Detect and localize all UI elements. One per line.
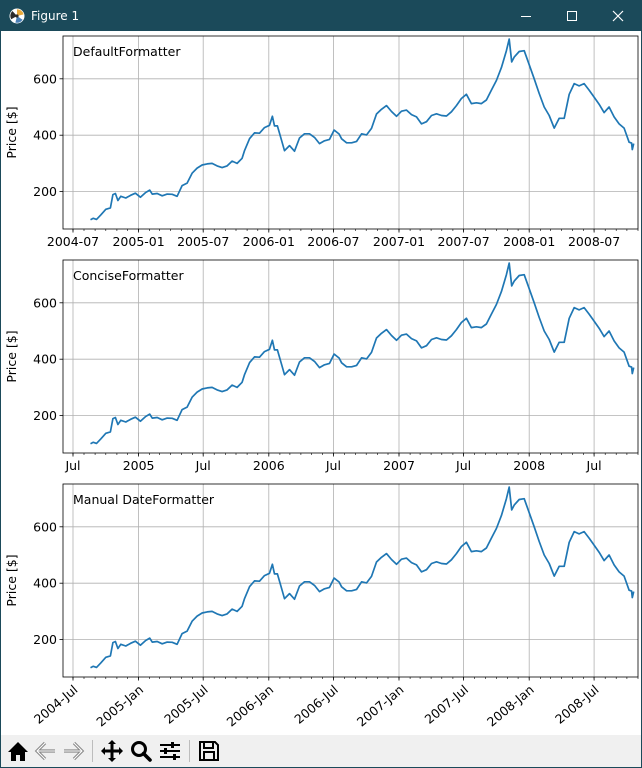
axes-3-x-tick-label: 2005-Jan — [93, 682, 146, 730]
axes-1-x-tick-label: 2008-01 — [503, 234, 555, 249]
axes-2-y-axis-label: Price [$] — [4, 330, 19, 382]
axes-3-x-tick-label: 2007-Jan — [354, 682, 407, 730]
maximize-icon — [567, 11, 577, 21]
close-icon — [612, 10, 624, 22]
axes-2-x-tick-label: 2007 — [383, 458, 415, 473]
axes-1-x-tick-label: 2007-01 — [373, 234, 425, 249]
axes-2-x-tick-label: Jul — [586, 458, 602, 473]
minimize-icon — [521, 16, 531, 17]
home-button[interactable] — [5, 738, 31, 764]
axes-1-x-tick-label: 2006-01 — [243, 234, 295, 249]
axes-2-background — [63, 260, 638, 453]
axes-2-x-tick-label: Jul — [195, 458, 211, 473]
axes-1-frame — [62, 35, 639, 230]
axes-2-x-tick-label: 2005 — [123, 458, 155, 473]
axes-3-y-tick-label: 400 — [33, 576, 57, 591]
toolbar-separator — [189, 740, 190, 762]
forward-button[interactable] — [60, 738, 86, 764]
save-floppy-icon — [199, 741, 219, 761]
minimize-button[interactable] — [503, 1, 549, 31]
pan-move-icon — [101, 740, 123, 762]
axes-3-x-tick-label: 2006-Jan — [224, 682, 277, 730]
axes-3-x-tick-label: 2004-Jul — [31, 682, 81, 727]
zoom-magnifier-icon — [131, 741, 152, 762]
toolbar-separator — [92, 740, 93, 762]
window-title: Figure 1 — [31, 9, 80, 23]
maximize-button[interactable] — [549, 1, 595, 31]
figure-canvas: 2004-07 2005-01 2005-07 2006-01 2006-07 2007-… — [4, 35, 639, 730]
axes-3-x-tick-label: 2005-Jul — [161, 682, 211, 727]
save-button[interactable] — [196, 738, 222, 764]
axes-1-background — [63, 36, 638, 229]
axes-3-y-tick-label: 200 — [33, 632, 57, 647]
axes-1-x-tick-label: 2005-01 — [112, 234, 164, 249]
axes-2-price-line — [90, 262, 635, 445]
axes-2-x-tick-label: 2008 — [513, 458, 545, 473]
axes-2-y-tick-label: 200 — [33, 408, 57, 423]
axes-1-x-tick-label: 2008-07 — [568, 234, 620, 249]
axes-2-x-tick-label: Jul — [64, 458, 80, 473]
configure-subplots-icon — [160, 742, 180, 760]
axes-2-x-tick-label: Jul — [325, 458, 341, 473]
axes-1-annotation: DefaultFormatter — [73, 44, 181, 59]
pan-button[interactable] — [99, 738, 125, 764]
axes-2-y-tick-label: 400 — [33, 352, 57, 367]
axes-3-background — [63, 484, 638, 677]
forward-arrow-icon — [64, 741, 85, 761]
axes-1-x-tick-label: 2005-07 — [177, 234, 229, 249]
axes-2-frame — [62, 259, 639, 454]
back-arrow-icon — [34, 741, 55, 761]
axes-1-price-line — [90, 38, 635, 221]
axes-1-x-tick-label: 2007-07 — [437, 234, 489, 249]
axes-1-y-tick-label: 600 — [33, 71, 57, 86]
axes-3-x-tick-label: 2007-Jul — [422, 682, 472, 727]
axes-1-x-tick-label: 2004-07 — [47, 234, 99, 249]
title-bar[interactable]: Figure 1 — [1, 1, 641, 31]
zoom-button[interactable] — [128, 738, 154, 764]
configure-subplots-button[interactable] — [157, 738, 183, 764]
axes-3-x-tick-label: 2006-Jul — [291, 682, 341, 727]
axes-3-price-line — [90, 486, 635, 669]
axes-1-y-axis-label: Price [$] — [4, 106, 19, 158]
home-icon — [8, 742, 28, 761]
axes-1-x-tick-label: 2006-07 — [307, 234, 359, 249]
close-button[interactable] — [595, 1, 641, 31]
axes-3-y-tick-label: 600 — [33, 519, 57, 534]
axes-2-annotation: ConciseFormatter — [73, 268, 184, 283]
axes-2-y-tick-label: 600 — [33, 295, 57, 310]
axes-1-y-tick-label: 200 — [33, 184, 57, 199]
axes-2-x-tick-label: 2006 — [253, 458, 285, 473]
axes-3-y-axis-label: Price [$] — [4, 554, 19, 606]
axes-3-annotation: Manual DateFormatter — [73, 492, 215, 507]
navigation-toolbar — [1, 735, 641, 767]
back-button[interactable] — [33, 738, 59, 764]
axes-3-x-tick-label: 2008-Jan — [484, 682, 537, 730]
axes-3-frame — [62, 483, 639, 678]
axes-2-x-tick-label: Jul — [455, 458, 471, 473]
axes-1-y-tick-label: 400 — [33, 128, 57, 143]
matplotlib-logo-icon — [9, 8, 25, 24]
axes-3-x-tick-label: 2008-Jul — [552, 682, 602, 727]
